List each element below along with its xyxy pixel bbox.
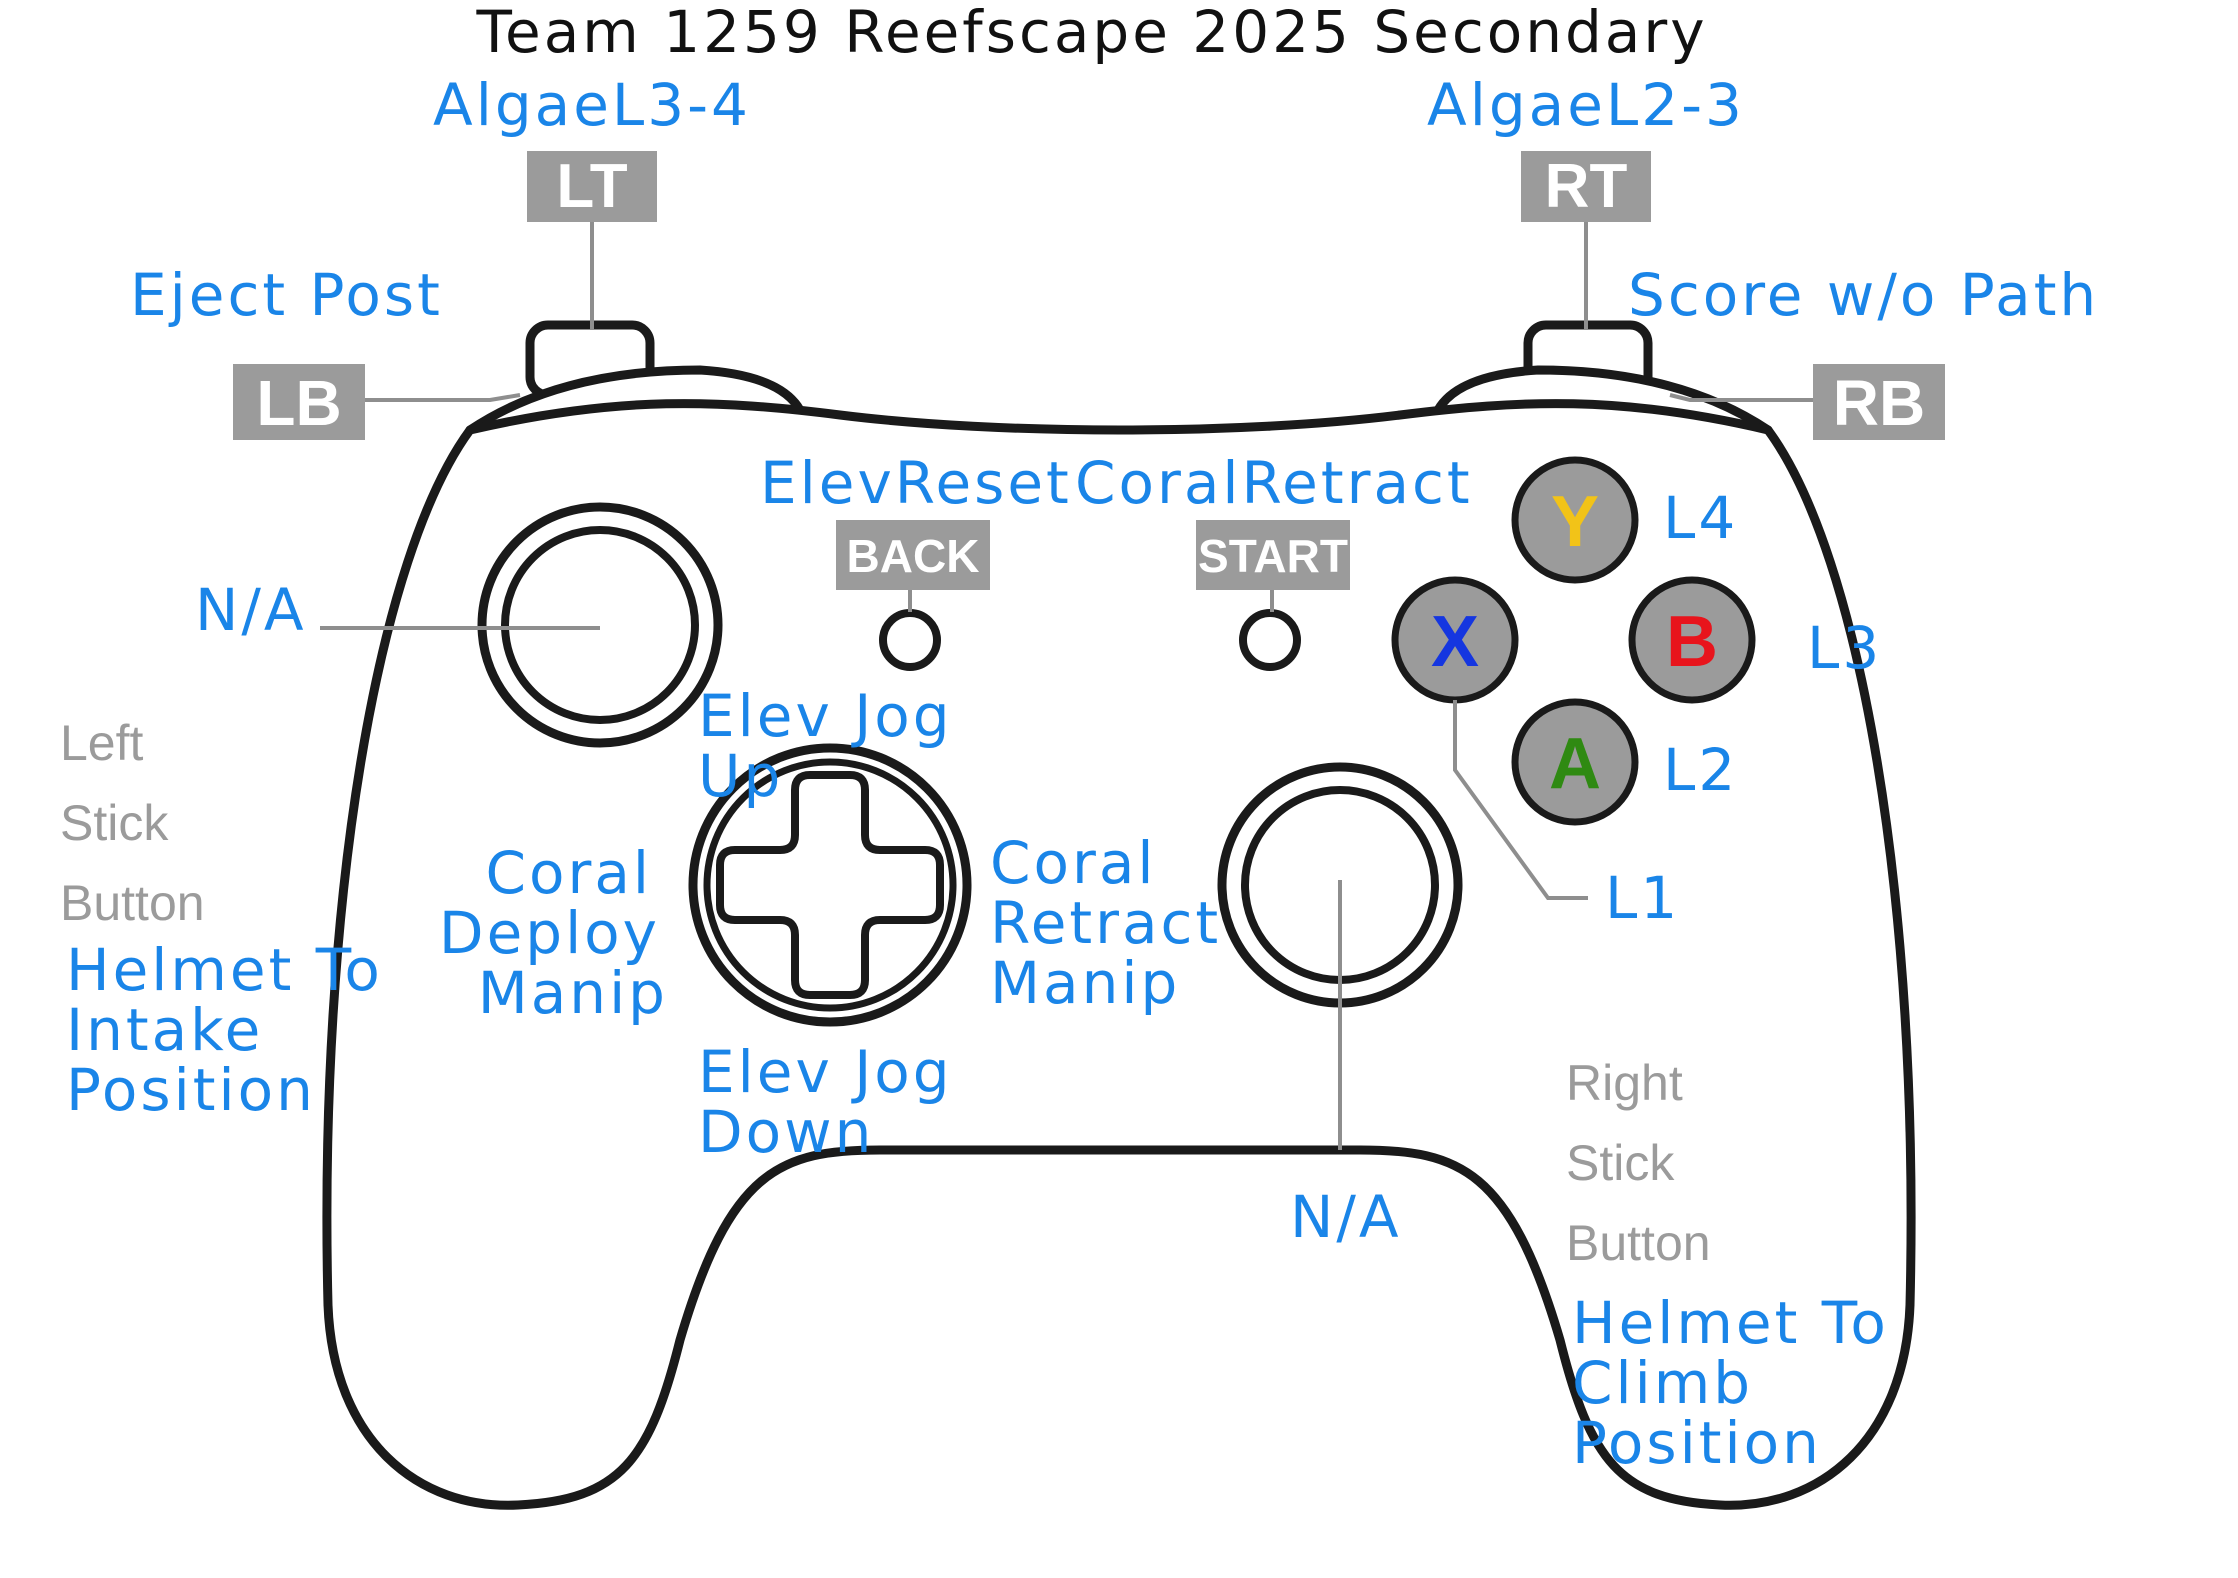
dpad-right-label-3: Manip bbox=[990, 949, 1180, 1017]
dpad-down-label-2: Down bbox=[698, 1098, 874, 1166]
dpad-right-label-2: Retract bbox=[990, 889, 1221, 957]
left-stick-button-label-1: Left bbox=[60, 715, 144, 771]
svg-text:LB: LB bbox=[256, 367, 341, 439]
left-stick-button-label-3: Button bbox=[60, 875, 205, 931]
controller-body bbox=[322, 399, 1916, 1510]
left-stick[interactable] bbox=[477, 502, 723, 748]
rt-key-box: RT bbox=[1521, 151, 1651, 222]
left-stick-button-action-3: Position bbox=[66, 1056, 316, 1124]
rb-leader-line bbox=[1669, 393, 1813, 402]
svg-text:LT: LT bbox=[556, 152, 627, 221]
lt-key-box: LT bbox=[527, 151, 657, 222]
back-key-box: BACK bbox=[836, 520, 990, 590]
svg-text:RT: RT bbox=[1545, 152, 1628, 221]
x-button[interactable]: X bbox=[1391, 576, 1519, 704]
dpad-down-label-1: Elev Jog bbox=[698, 1038, 953, 1106]
b-button[interactable]: B bbox=[1628, 576, 1756, 704]
x-action-label: L1 bbox=[1605, 864, 1680, 932]
right-stick-button-label-1: Right bbox=[1566, 1055, 1683, 1111]
left-stick-button-action-1: Helmet To bbox=[66, 936, 383, 1004]
lb-key-box: LB bbox=[233, 364, 365, 440]
x-leader-line bbox=[1453, 700, 1588, 900]
y-action-label: L4 bbox=[1663, 484, 1738, 552]
right-stick-button-action-2: Climb bbox=[1572, 1349, 1753, 1417]
right-stick-button-label-3: Button bbox=[1566, 1215, 1711, 1271]
svg-text:BACK: BACK bbox=[847, 530, 980, 582]
lb-action-label: Eject Post bbox=[130, 261, 443, 329]
a-button[interactable]: A bbox=[1511, 698, 1639, 826]
right-stick-button-action-1: Helmet To bbox=[1572, 1289, 1889, 1357]
lb-leader-line bbox=[365, 393, 521, 402]
svg-text:RB: RB bbox=[1833, 367, 1925, 439]
back-action-label: ElevReset bbox=[760, 449, 1072, 517]
dpad-left-label-3: Manip bbox=[478, 959, 668, 1027]
left-stick-button-label-2: Stick bbox=[60, 795, 169, 851]
start-key-box: START bbox=[1196, 520, 1350, 590]
svg-text:B: B bbox=[1666, 602, 1718, 682]
y-button[interactable]: Y bbox=[1511, 456, 1639, 584]
left-stick-action-label: N/A bbox=[195, 576, 307, 644]
back-button[interactable] bbox=[879, 609, 941, 671]
dpad[interactable] bbox=[688, 743, 972, 1027]
dpad-left-label-2: Deploy bbox=[439, 899, 660, 967]
rb-action-label: Score w/o Path bbox=[1628, 261, 2099, 329]
svg-text:START: START bbox=[1198, 530, 1348, 582]
b-action-label: L3 bbox=[1807, 614, 1882, 682]
rb-key-box: RB bbox=[1813, 364, 1945, 440]
lt-action-label: AlgaeL3-4 bbox=[433, 71, 751, 139]
start-button[interactable] bbox=[1239, 609, 1301, 671]
dpad-left-label-1: Coral bbox=[486, 839, 653, 907]
left-stick-button-action-2: Intake bbox=[66, 996, 263, 1064]
svg-text:Y: Y bbox=[1551, 482, 1599, 562]
a-action-label: L2 bbox=[1663, 736, 1738, 804]
right-stick-button-label-2: Stick bbox=[1566, 1135, 1675, 1191]
svg-text:A: A bbox=[1549, 724, 1601, 804]
right-stick-button-action-3: Position bbox=[1572, 1409, 1822, 1477]
dpad-up-label-2: Up bbox=[698, 742, 783, 810]
page-title: Team 1259 Reefscape 2025 Secondary bbox=[475, 0, 1707, 66]
dpad-up-label-1: Elev Jog bbox=[698, 682, 953, 750]
dpad-right-label-1: Coral bbox=[990, 829, 1157, 897]
right-stick-action-label: N/A bbox=[1290, 1183, 1402, 1251]
rt-action-label: AlgaeL2-3 bbox=[1427, 71, 1745, 139]
svg-text:X: X bbox=[1431, 602, 1479, 682]
start-action-label: CoralRetract bbox=[1075, 449, 1473, 517]
